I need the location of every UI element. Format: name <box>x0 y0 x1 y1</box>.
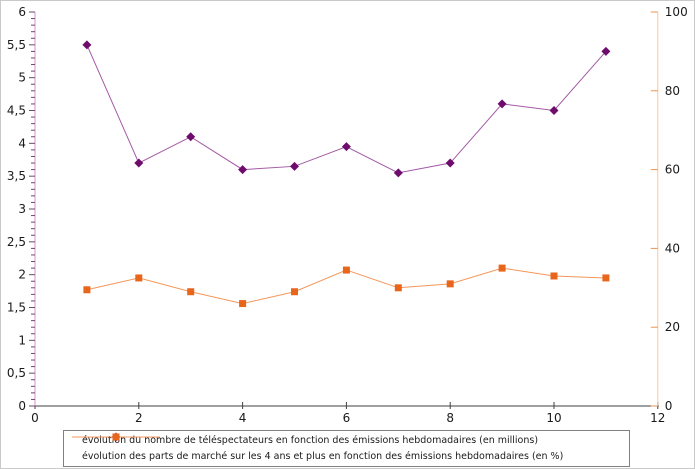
svg-text:40: 40 <box>665 241 680 255</box>
svg-text:6: 6 <box>18 5 26 19</box>
svg-text:5,5: 5,5 <box>7 38 26 52</box>
chart-legend: évolution du nombre de téléspectateurs e… <box>63 430 630 467</box>
svg-text:1,5: 1,5 <box>7 301 26 315</box>
svg-text:4: 4 <box>18 136 26 150</box>
svg-text:60: 60 <box>665 163 680 177</box>
svg-text:10: 10 <box>546 411 561 425</box>
svg-text:6: 6 <box>343 411 351 425</box>
svg-text:2: 2 <box>18 268 26 282</box>
svg-text:8: 8 <box>446 411 454 425</box>
legend-item-market-share: évolution des parts de marché sur les 4 … <box>68 433 625 464</box>
svg-text:0: 0 <box>665 399 673 413</box>
svg-text:0: 0 <box>18 399 26 413</box>
svg-text:20: 20 <box>665 320 680 334</box>
svg-text:2: 2 <box>135 411 143 425</box>
svg-text:0,5: 0,5 <box>7 366 26 380</box>
svg-text:0: 0 <box>31 411 39 425</box>
svg-text:80: 80 <box>665 84 680 98</box>
svg-text:1: 1 <box>18 333 26 347</box>
svg-text:4,5: 4,5 <box>7 104 26 118</box>
legend-label-viewers: évolution du nombre de téléspectateurs e… <box>82 435 539 446</box>
svg-text:3: 3 <box>18 202 26 216</box>
svg-text:2,5: 2,5 <box>7 235 26 249</box>
svg-text:4: 4 <box>239 411 247 425</box>
svg-text:3,5: 3,5 <box>7 169 26 183</box>
svg-text:100: 100 <box>665 5 688 19</box>
legend-label-market-share: évolution des parts de marché sur les 4 … <box>82 451 564 462</box>
svg-text:5: 5 <box>18 71 26 85</box>
legend-sample-1 <box>72 433 160 441</box>
svg-text:12: 12 <box>650 411 665 425</box>
